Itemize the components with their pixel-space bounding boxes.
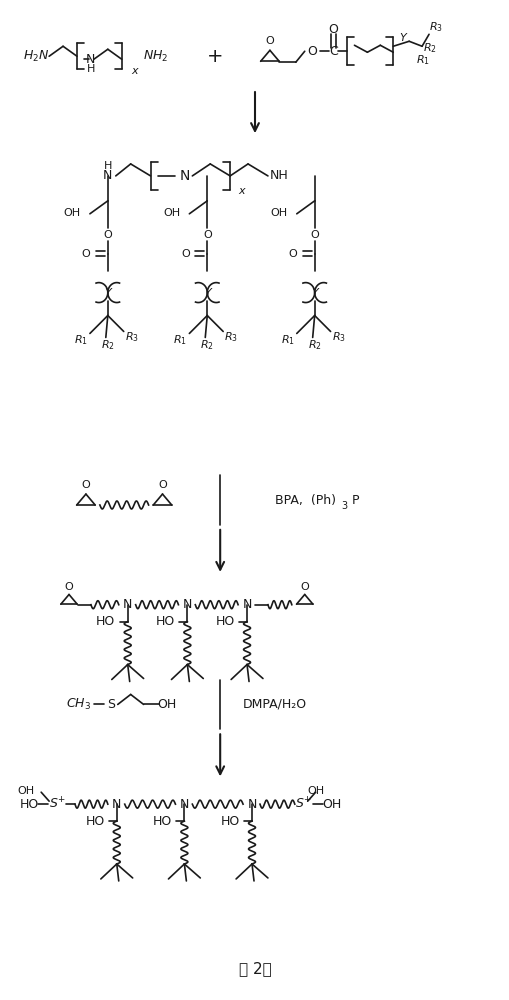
Text: N: N xyxy=(112,798,121,811)
Text: Y: Y xyxy=(104,288,111,298)
Text: H: H xyxy=(87,64,95,74)
Text: HO: HO xyxy=(85,815,104,828)
Text: HO: HO xyxy=(96,615,115,628)
Text: $R_3$: $R_3$ xyxy=(428,20,442,34)
Text: DMPA/H₂O: DMPA/H₂O xyxy=(242,698,306,711)
Text: +: + xyxy=(207,47,223,66)
Text: HO: HO xyxy=(19,798,39,811)
Text: N: N xyxy=(179,798,189,811)
Text: O: O xyxy=(181,249,189,259)
Text: 式 2。: 式 2。 xyxy=(238,961,271,976)
Text: N: N xyxy=(123,598,132,611)
Text: O: O xyxy=(300,582,308,592)
Text: x: x xyxy=(131,66,138,76)
Text: $R_3$: $R_3$ xyxy=(331,331,345,344)
Text: N: N xyxy=(242,598,251,611)
Text: $R_2$: $R_2$ xyxy=(200,339,214,352)
Text: $R_2$: $R_2$ xyxy=(101,339,115,352)
Text: S: S xyxy=(106,698,115,711)
Text: OH: OH xyxy=(157,698,176,711)
Text: $R_2$: $R_2$ xyxy=(422,41,436,55)
Text: O: O xyxy=(103,230,112,240)
Text: HO: HO xyxy=(153,815,172,828)
Text: Y: Y xyxy=(310,288,318,298)
Text: OH: OH xyxy=(270,208,287,218)
Text: N: N xyxy=(103,169,112,182)
Text: HO: HO xyxy=(215,615,234,628)
Text: $R_3$: $R_3$ xyxy=(124,331,138,344)
Text: O: O xyxy=(203,230,211,240)
Text: OH: OH xyxy=(306,786,324,796)
Text: O: O xyxy=(265,36,274,46)
Text: O: O xyxy=(65,582,73,592)
Text: $S^{+}$: $S^{+}$ xyxy=(48,797,66,812)
Text: x: x xyxy=(238,186,245,196)
Text: $NH_2$: $NH_2$ xyxy=(143,49,167,64)
Text: $CH_3$: $CH_3$ xyxy=(66,697,91,712)
Text: 3: 3 xyxy=(341,501,347,511)
Text: NH: NH xyxy=(269,169,288,182)
Text: $R_1$: $R_1$ xyxy=(74,334,88,347)
Text: OH: OH xyxy=(162,208,180,218)
Text: O: O xyxy=(158,480,166,490)
Text: O: O xyxy=(81,249,90,259)
Text: O: O xyxy=(328,23,338,36)
Text: HO: HO xyxy=(156,615,175,628)
Text: OH: OH xyxy=(321,798,341,811)
Text: O: O xyxy=(81,480,90,490)
Text: O: O xyxy=(309,230,319,240)
Text: N: N xyxy=(179,169,189,183)
Text: OH: OH xyxy=(63,208,80,218)
Text: Y: Y xyxy=(398,33,405,43)
Text: $R_1$: $R_1$ xyxy=(280,334,294,347)
Text: C: C xyxy=(328,45,337,58)
Text: $H_2N$: $H_2N$ xyxy=(23,49,49,64)
Text: $R_1$: $R_1$ xyxy=(173,334,187,347)
Text: BPA,  (Ph): BPA, (Ph) xyxy=(274,494,335,507)
Text: $R_1$: $R_1$ xyxy=(415,53,429,67)
Text: H: H xyxy=(103,161,112,171)
Text: N: N xyxy=(86,53,95,66)
Text: $S^{+}$: $S^{+}$ xyxy=(295,797,312,812)
Text: P: P xyxy=(351,494,358,507)
Text: O: O xyxy=(288,249,297,259)
Text: N: N xyxy=(182,598,192,611)
Text: OH: OH xyxy=(18,786,35,796)
Text: N: N xyxy=(247,798,256,811)
Text: HO: HO xyxy=(220,815,239,828)
Text: $R_2$: $R_2$ xyxy=(307,339,321,352)
Text: Y: Y xyxy=(204,288,210,298)
Text: $R_3$: $R_3$ xyxy=(223,331,238,344)
Text: O: O xyxy=(307,45,317,58)
